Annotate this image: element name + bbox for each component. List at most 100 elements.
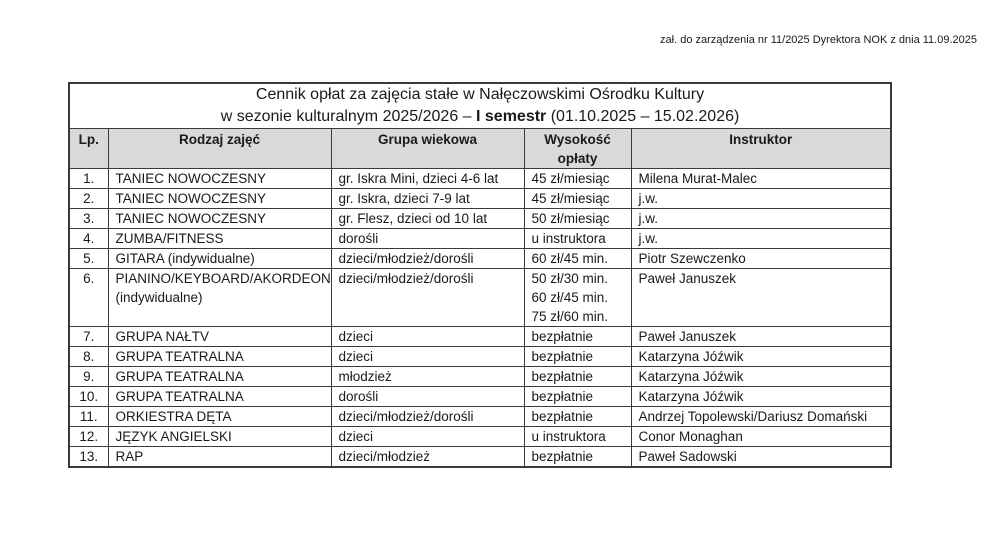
cell-activity: GRUPA TEATRALNA bbox=[107, 386, 332, 407]
cell-instructor: Paweł Sadowski bbox=[630, 446, 892, 468]
cell-fee: bezpłatnie bbox=[523, 406, 632, 427]
title-line-2: w sezonie kulturalnym 2025/2026 – I seme… bbox=[77, 106, 883, 128]
cell-instructor: Piotr Szewczenko bbox=[630, 248, 892, 269]
table-row: 4. ZUMBA/FITNESS dorośli u instruktora j.w. bbox=[68, 228, 892, 249]
cell-activity: TANIEC NOWOCZESNY bbox=[107, 168, 332, 189]
cell-fee: bezpłatnie bbox=[523, 446, 632, 468]
cell-activity: ZUMBA/FITNESS bbox=[107, 228, 332, 249]
cell-lp: 13. bbox=[68, 446, 109, 468]
cell-lp: 7. bbox=[68, 326, 109, 347]
table-title: Cennik opłat za zajęcia stałe w Nałęczow… bbox=[68, 82, 892, 129]
cell-fee: u instruktora bbox=[523, 426, 632, 447]
cell-instructor: Paweł Januszek bbox=[630, 268, 892, 327]
header-age-group: Grupa wiekowa bbox=[330, 128, 525, 169]
table-row: 5. GITARA (indywidualne) dzieci/młodzież/d… bbox=[68, 248, 892, 269]
cell-instructor: Conor Monaghan bbox=[630, 426, 892, 447]
title-line-2-semester: I semestr bbox=[476, 108, 547, 125]
table-row: 7. GRUPA NAŁTV dzieci bezpłatnie Paweł Janus… bbox=[68, 326, 892, 347]
cell-lp: 11. bbox=[68, 406, 109, 427]
cell-lp: 3. bbox=[68, 208, 109, 229]
cell-lp: 5. bbox=[68, 248, 109, 269]
cell-activity: TANIEC NOWOCZESNY bbox=[107, 208, 332, 229]
cell-age-group: dzieci/młodzież/dorośli bbox=[330, 406, 525, 427]
cell-activity: GRUPA TEATRALNA bbox=[107, 346, 332, 367]
cell-lp: 2. bbox=[68, 188, 109, 209]
cell-fee: u instruktora bbox=[523, 228, 632, 249]
fee-line: 60 zł/45 min. bbox=[531, 251, 609, 266]
cell-fee: bezpłatnie bbox=[523, 386, 632, 407]
cell-fee: 45 zł/miesiąc bbox=[523, 168, 632, 189]
cell-age-group: dorośli bbox=[330, 386, 525, 407]
fee-line: 75 zł/60 min. bbox=[531, 309, 609, 324]
cell-activity: TANIEC NOWOCZESNY bbox=[107, 188, 332, 209]
cell-age-group: dzieci/młodzież/dorośli bbox=[330, 268, 525, 327]
cell-fee: bezpłatnie bbox=[523, 366, 632, 387]
cell-activity: PIANINO/KEYBOARD/AKORDEON (indywidualne) bbox=[107, 268, 332, 327]
ordinance-note: zał. do zarządzenia nr 11/2025 Dyrektora… bbox=[660, 34, 977, 46]
fee-line: bezpłatnie bbox=[531, 409, 594, 424]
cell-lp: 6. bbox=[68, 268, 109, 327]
cell-age-group: dzieci bbox=[330, 346, 525, 367]
title-line-1: Cennik opłat za zajęcia stałe w Nałęczow… bbox=[255, 86, 705, 103]
title-line-2-dates: (01.10.2025 – 15.02.2026) bbox=[546, 108, 740, 125]
cell-fee: 60 zł/45 min. bbox=[523, 248, 632, 269]
header-row: Lp. Rodzaj zajęć Grupa wiekowa Wysokość … bbox=[68, 128, 892, 169]
fee-line: u instruktora bbox=[531, 231, 606, 246]
cell-instructor: Katarzyna Jóźwik bbox=[630, 386, 892, 407]
cell-instructor: Milena Murat-Malec bbox=[630, 168, 892, 189]
cell-age-group: dzieci bbox=[330, 326, 525, 347]
cell-instructor: Katarzyna Jóźwik bbox=[630, 346, 892, 367]
cell-activity: ORKIESTRA DĘTA bbox=[107, 406, 332, 427]
fee-line: bezpłatnie bbox=[531, 389, 594, 404]
fee-line: 60 zł/45 min. bbox=[531, 290, 609, 305]
table-row: 13. RAP dzieci/młodzież bezpłatnie Paweł Sad… bbox=[68, 446, 892, 468]
cell-fee: bezpłatnie bbox=[523, 346, 632, 367]
cell-lp: 9. bbox=[68, 366, 109, 387]
fee-line: bezpłatnie bbox=[531, 349, 594, 364]
table-row: 6. PIANINO/KEYBOARD/AKORDEON (indywidualn… bbox=[68, 268, 892, 327]
header-fee: Wysokość opłaty bbox=[523, 128, 632, 169]
cell-instructor: j.w. bbox=[630, 208, 892, 229]
cell-lp: 4. bbox=[68, 228, 109, 249]
fee-line: u instruktora bbox=[531, 429, 606, 444]
cell-lp: 10. bbox=[68, 386, 109, 407]
table-row: 2. TANIEC NOWOCZESNY gr. Iskra, dzieci 7-9… bbox=[68, 188, 892, 209]
header-activity: Rodzaj zajęć bbox=[107, 128, 332, 169]
title-line-2-prefix: w sezonie kulturalnym 2025/2026 – bbox=[220, 108, 476, 125]
header-lp: Lp. bbox=[68, 128, 109, 169]
fee-line: 45 zł/miesiąc bbox=[531, 191, 610, 206]
cell-lp: 8. bbox=[68, 346, 109, 367]
cell-age-group: gr. Iskra Mini, dzieci 4-6 lat bbox=[330, 168, 525, 189]
table-row: 1. TANIEC NOWOCZESNY gr. Iskra Mini, dziec… bbox=[68, 168, 892, 189]
cell-instructor: Andrzej Topolewski/Dariusz Domański bbox=[630, 406, 892, 427]
cell-fee: 50 zł/30 min. 60 zł/45 min. 75 zł/60 min. bbox=[523, 268, 632, 327]
table-row: 11. ORKIESTRA DĘTA dzieci/młodzież/dorośli… bbox=[68, 406, 892, 427]
cell-instructor: j.w. bbox=[630, 228, 892, 249]
cell-activity: RAP bbox=[107, 446, 332, 468]
cell-fee: 50 zł/miesiąc bbox=[523, 208, 632, 229]
header-instructor: Instruktor bbox=[630, 128, 892, 169]
cell-age-group: dzieci/młodzież bbox=[330, 446, 525, 468]
table-body: 1. TANIEC NOWOCZESNY gr. Iskra Mini, dziec… bbox=[68, 168, 892, 468]
cell-age-group: dorośli bbox=[330, 228, 525, 249]
fee-line: bezpłatnie bbox=[531, 449, 594, 464]
fee-line: 45 zł/miesiąc bbox=[531, 171, 610, 186]
table-row: 10. GRUPA TEATRALNA dorośli bezpłatnie Katar… bbox=[68, 386, 892, 407]
cell-age-group: gr. Iskra, dzieci 7-9 lat bbox=[330, 188, 525, 209]
cell-instructor: Paweł Januszek bbox=[630, 326, 892, 347]
cell-activity: JĘZYK ANGIELSKI bbox=[107, 426, 332, 447]
title-row: Cennik opłat za zajęcia stałe w Nałęczow… bbox=[68, 82, 892, 129]
price-table: Cennik opłat za zajęcia stałe w Nałęczow… bbox=[68, 82, 893, 468]
cell-age-group: gr. Flesz, dzieci od 10 lat bbox=[330, 208, 525, 229]
cell-age-group: dzieci/młodzież/dorośli bbox=[330, 248, 525, 269]
cell-lp: 1. bbox=[68, 168, 109, 189]
table-row: 12. JĘZYK ANGIELSKI dzieci u instruktora Con… bbox=[68, 426, 892, 447]
fee-line: 50 zł/miesiąc bbox=[531, 211, 610, 226]
cell-lp: 12. bbox=[68, 426, 109, 447]
cell-age-group: młodzież bbox=[330, 366, 525, 387]
cell-instructor: j.w. bbox=[630, 188, 892, 209]
cell-fee: bezpłatnie bbox=[523, 326, 632, 347]
cell-fee: 45 zł/miesiąc bbox=[523, 188, 632, 209]
cell-activity: GITARA (indywidualne) bbox=[107, 248, 332, 269]
table-row: 9. GRUPA TEATRALNA młodzież bezpłatnie Katar… bbox=[68, 366, 892, 387]
